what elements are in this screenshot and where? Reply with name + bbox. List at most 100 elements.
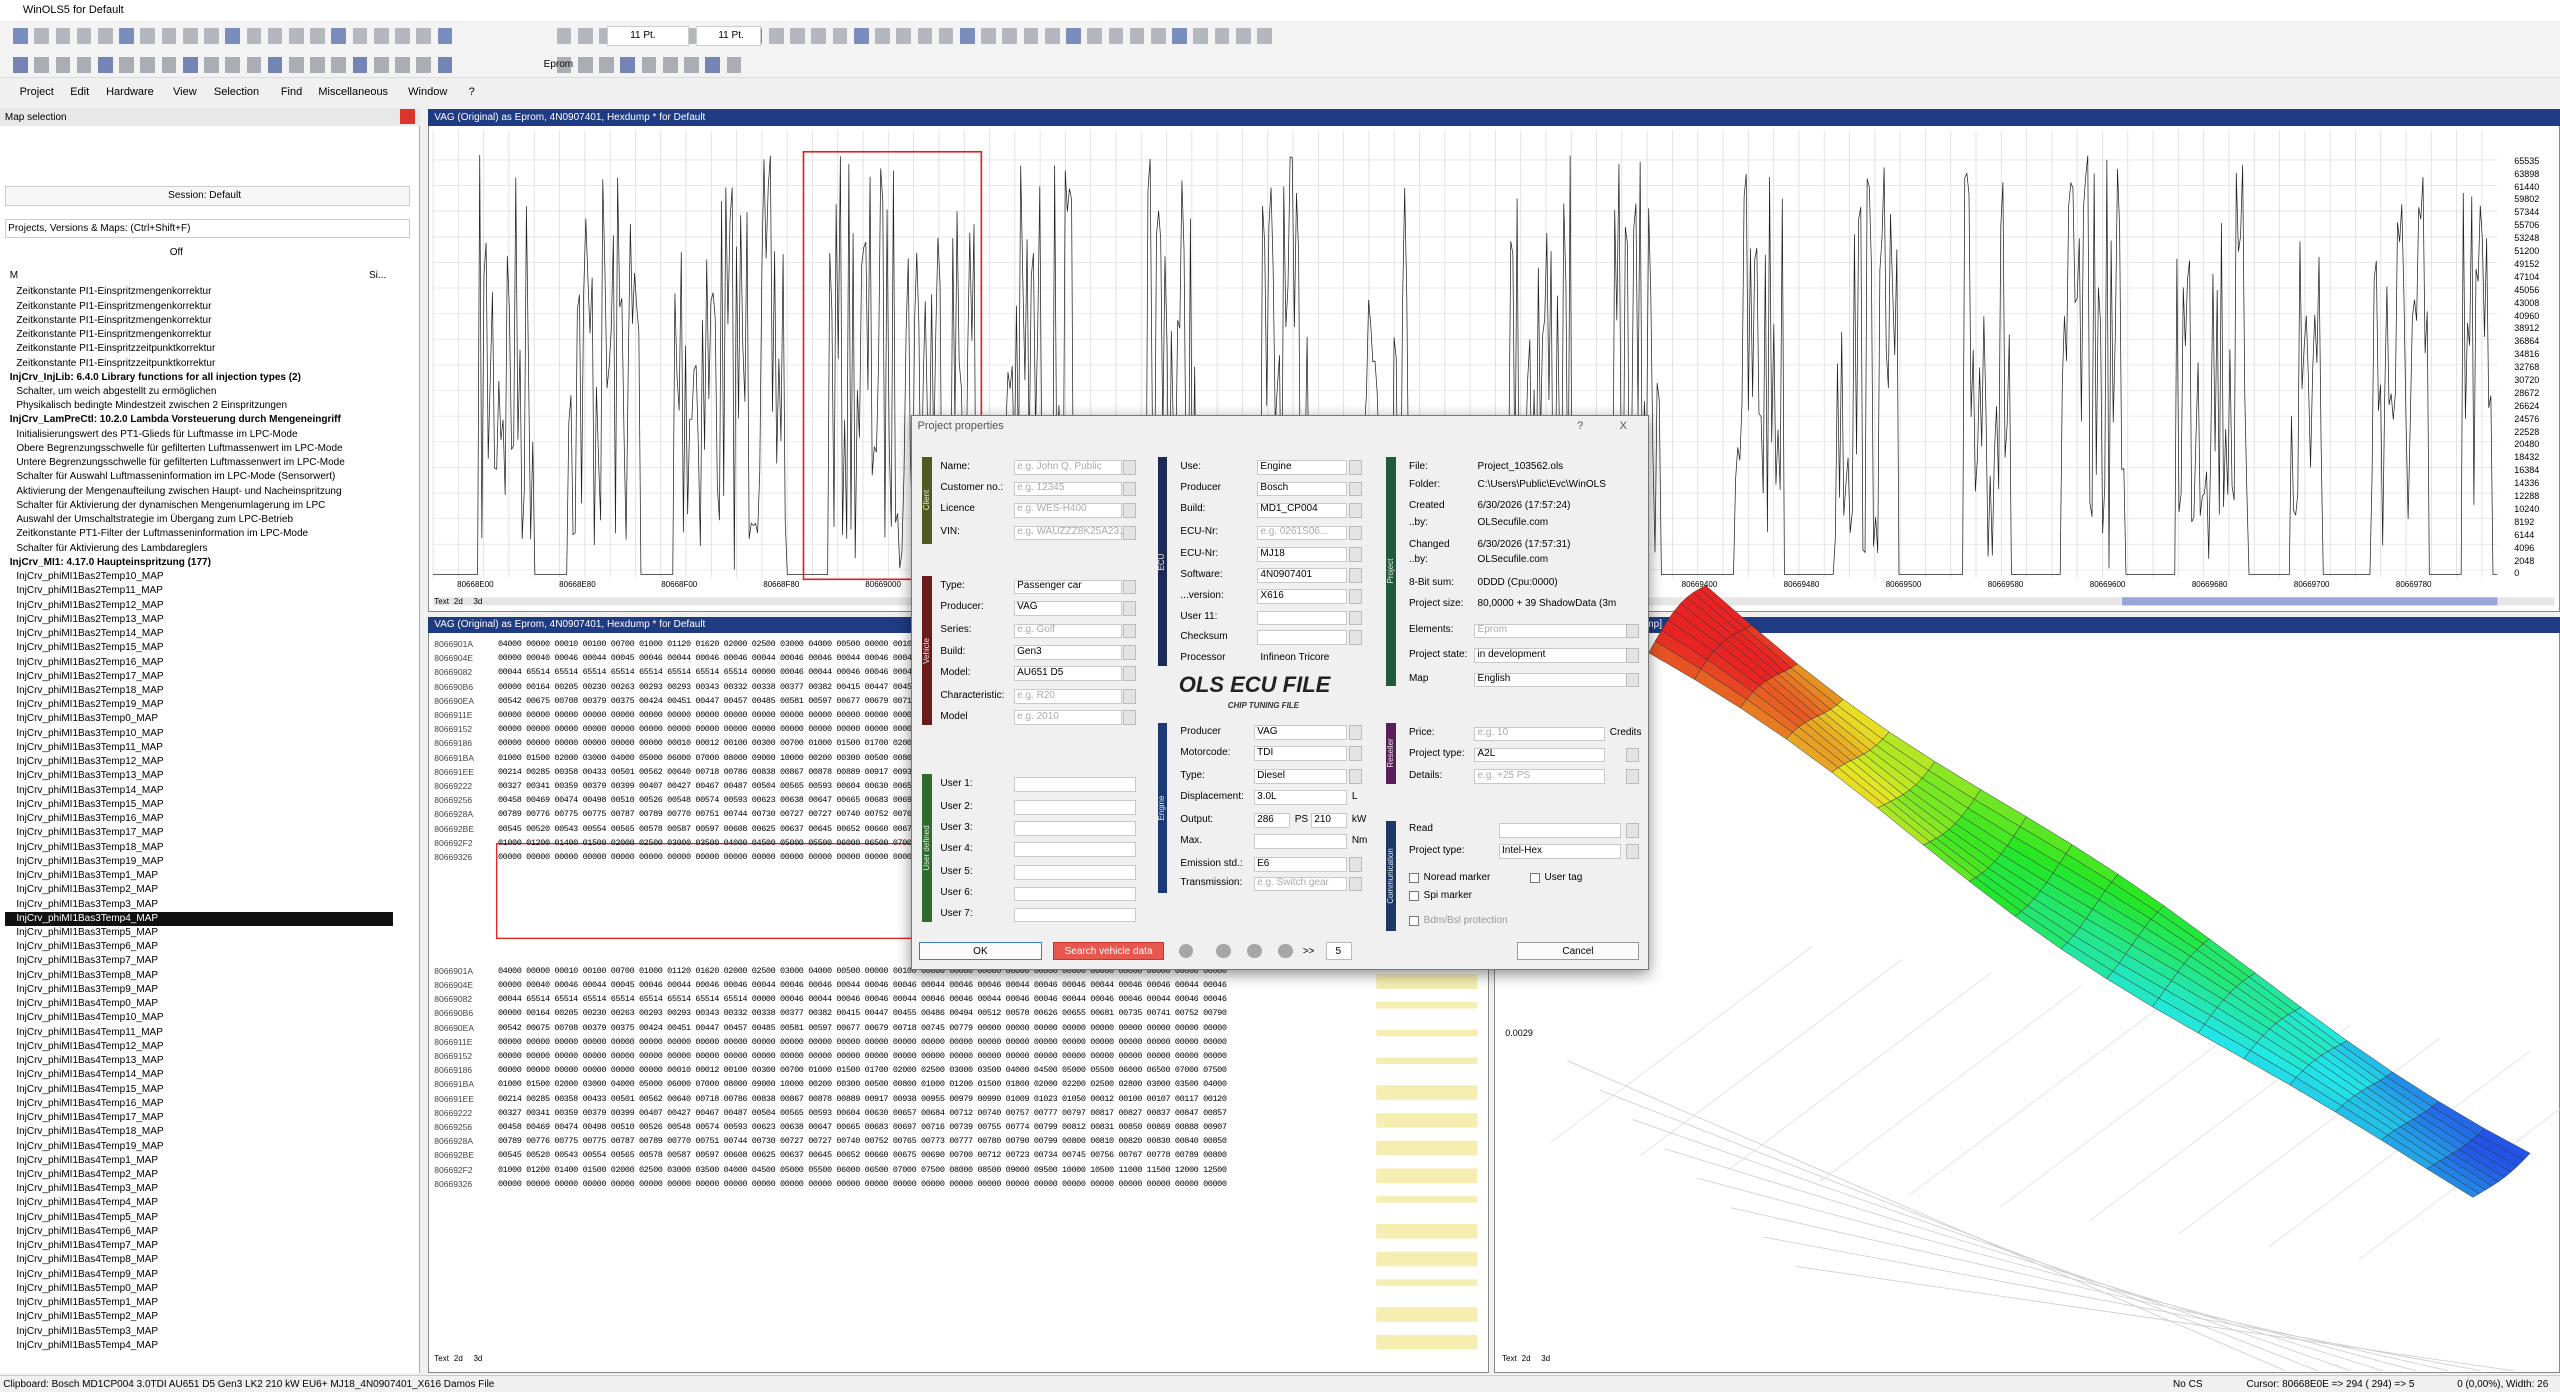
toolbar-icon[interactable] [288,57,304,74]
menu-item[interactable]: Hardware [106,85,154,98]
input-box[interactable] [1013,865,1137,880]
map-list-item[interactable]: InjCrv_phiMI1Bas4Temp16_MAP [16,1097,164,1109]
toolbar-icon[interactable] [331,57,347,74]
input-box[interactable] [1013,600,1122,616]
toolbar-icon[interactable] [204,57,219,74]
map-list-item[interactable]: InjCrv_phiMI1Bas5Temp4_MAP [16,1339,159,1351]
dropdown-button[interactable] [1123,688,1137,704]
dropdown-button[interactable] [1348,546,1362,562]
menu-item[interactable]: Window [408,85,448,98]
input-box[interactable] [1013,502,1122,518]
menu-item[interactable]: Selection [213,85,260,98]
toolbar-icon[interactable] [267,27,283,45]
map-list-item[interactable]: InjCrv_phiMI1Bas4Temp4_MAP [16,1197,159,1209]
icon-button[interactable] [1216,943,1231,959]
toolbar-icon[interactable] [437,27,453,45]
input-box[interactable] [1257,546,1347,562]
input-box[interactable] [1257,610,1347,626]
dropdown-button[interactable] [1123,579,1137,595]
toolbar-icon[interactable] [55,57,71,74]
map-list-item[interactable]: InjCrv_phiMI1Bas3Temp11_MAP [16,741,163,753]
toolbar-icon[interactable] [960,27,975,45]
input-box[interactable] [1013,710,1122,725]
map-list-item[interactable]: Schalter für Aktivierung des Lambdaregle… [16,542,208,554]
map-list-item[interactable]: InjCrv_phiMI1Bas4Temp19_MAP [16,1140,164,1152]
map-list-item[interactable]: InjCrv_phiMI1Bas2Temp15_MAP [16,642,164,654]
toolbar-icon[interactable] [620,57,636,74]
close-button[interactable]: X [1619,420,1627,433]
map-list-item[interactable]: Zeitkonstante PI1-Einspritzmengenkorrekt… [16,314,212,326]
dropdown-button[interactable] [1123,644,1137,660]
map-list-item[interactable]: InjCrv_phiMI1Bas3Temp12_MAP [16,756,164,768]
input-box[interactable] [1257,502,1347,518]
toolbar-icon[interactable] [352,27,368,45]
view-tab[interactable]: Text [434,1354,449,1364]
dropdown-button[interactable] [1626,822,1640,838]
toolbar-icon[interactable] [55,27,71,45]
input-box[interactable] [1257,525,1347,541]
toolbar-icon[interactable] [853,27,869,45]
dropdown-button[interactable] [1123,666,1137,681]
toolbar-icon[interactable] [1172,27,1187,45]
toolbar-icon[interactable] [1151,27,1166,45]
dropdown-button[interactable] [1348,568,1362,583]
input-box[interactable] [1253,834,1347,849]
dropdown-button[interactable] [1348,724,1362,740]
button-label[interactable]: Cancel [1562,945,1594,957]
toolbar-icon[interactable] [331,27,347,45]
view-tab[interactable]: 2d [1521,1354,1531,1364]
button[interactable] [919,942,1042,960]
toolbar-icon[interactable] [1129,27,1145,45]
input-box[interactable] [1474,768,1605,784]
map-list-item[interactable]: Schalter für Aktivierung der dynamischen… [16,499,326,511]
toolbar-icon[interactable] [1087,27,1103,45]
input-box[interactable] [1013,481,1122,497]
input-box[interactable] [1257,589,1347,605]
toolbar-icon[interactable] [395,27,410,45]
toolbar-icon[interactable] [1193,27,1209,45]
map-list-item[interactable]: InjCrv_phiMI1Bas5Temp1_MAP [16,1297,159,1309]
map-list-item[interactable]: InjCrv_phiMI1Bas4Temp5_MAP [16,1211,159,1223]
input-box[interactable] [1311,813,1347,828]
map-list-item[interactable]: InjCrv_InjLib: 6.4.0 Library functions f… [9,371,301,383]
map-list-item[interactable]: InjCrv_LamPreCtl: 10.2.0 Lambda Vorsteue… [9,414,341,426]
toolbar-icon[interactable] [1002,27,1018,45]
dropdown-button[interactable] [1123,481,1137,497]
toolbar-icon[interactable] [140,27,156,45]
menu-item[interactable]: Miscellaneous [318,85,389,98]
view-tab[interactable]: 3d [473,596,483,606]
view-tab[interactable]: Text [1502,1354,1517,1364]
map-list-item[interactable]: Zeitkonstante PI1-Einspritzmengenkorrekt… [16,300,212,312]
dropdown-button[interactable] [1626,768,1640,784]
map-list-item[interactable]: InjCrv_phiMI1Bas5Temp2_MAP [16,1311,159,1323]
input-box[interactable] [1253,790,1347,805]
map-list-item[interactable]: InjCrv_phiMI1Bas2Temp19_MAP [16,699,164,711]
map-list-item[interactable]: InjCrv_phiMI1Bas4Temp8_MAP [16,1254,159,1266]
more-button[interactable]: >> [1302,945,1315,957]
input-box[interactable] [1013,800,1137,815]
map-list-item[interactable]: Schalter für Auswahl Luftmasseninformati… [16,471,336,483]
toolbar-icon[interactable] [684,57,699,74]
toolbar-icon[interactable] [1257,27,1272,45]
menu-item[interactable]: Edit [70,85,90,98]
map-list-item[interactable]: Schalter, um weich abgestellt zu ermögli… [16,386,217,397]
checkbox[interactable] [1408,915,1419,926]
dropdown-button[interactable] [1348,630,1362,645]
map-list-item[interactable]: InjCrv_phiMI1Bas4Temp1_MAP [16,1154,159,1166]
map-list-item[interactable]: InjCrv_phiMI1Bas4Temp7_MAP [16,1240,159,1252]
dropdown-button[interactable] [1123,460,1137,476]
menu-item[interactable]: ? [468,85,475,98]
view-tab[interactable]: 2d [453,596,463,606]
button-label[interactable]: OK [973,945,988,957]
map-list-item[interactable]: InjCrv_phiMI1Bas3Temp6_MAP [16,941,159,953]
close-button[interactable] [400,109,415,125]
toolbar-icon[interactable] [76,57,92,74]
icon-button[interactable] [1278,943,1294,959]
map-list-item[interactable]: InjCrv_phiMI1Bas3Temp1_MAP [16,870,159,882]
toolbar-icon[interactable] [917,27,933,45]
dropdown-button[interactable] [1123,623,1137,639]
map-list-item[interactable]: InjCrv_phiMI1Bas2Temp11_MAP [16,585,163,597]
dropdown-button[interactable] [1348,502,1362,518]
dropdown-button[interactable] [1123,525,1137,541]
toolbar-icon[interactable] [768,27,784,45]
